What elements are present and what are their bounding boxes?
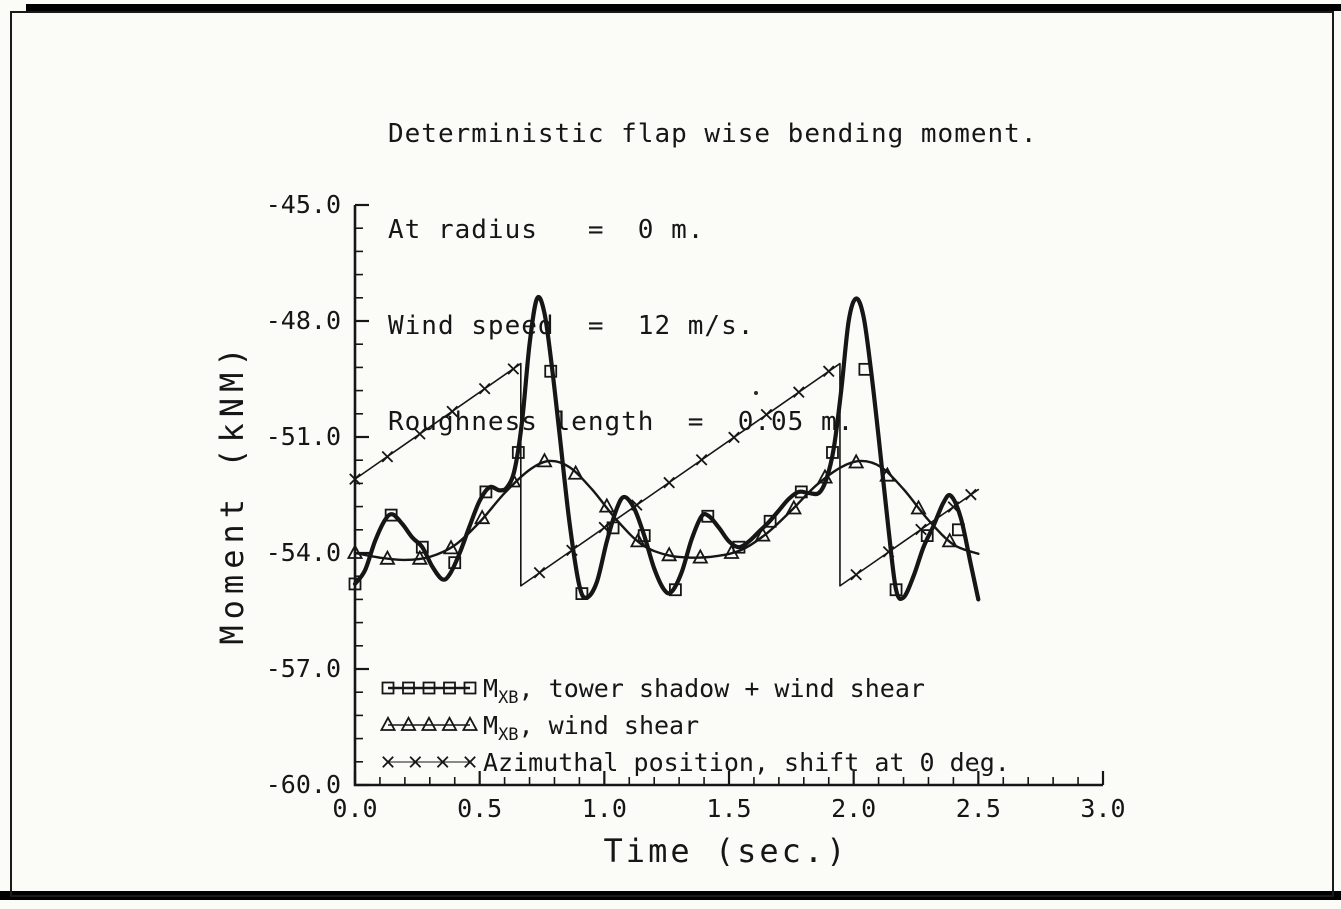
axis-tick-labels: -45.0 -48.0 -51.0 -54.0 -57.0 -60.00.0 0.5 1.0 1… <box>266 190 1126 823</box>
y-tick-label: -48.0 <box>266 306 341 335</box>
chart-title-block: Deterministic flap wise bending moment. … <box>388 54 1037 502</box>
scan-speck <box>754 391 758 395</box>
x-tick-label: 0.0 <box>332 794 377 823</box>
x-tick-label: 1.0 <box>582 794 627 823</box>
legend-label-1: MXB, tower shadow + wind shear <box>483 674 925 708</box>
legend-label-2: MXB, wind shear <box>483 711 699 745</box>
chart-title-line-1: Deterministic flap wise bending moment. <box>388 119 1038 149</box>
y-tick-label: -60.0 <box>266 770 341 799</box>
chart-title-line-2: At radius = 0 m. <box>388 215 705 245</box>
x-tick-label: 1.5 <box>706 794 751 823</box>
legend-label-3: Azimuthal position, shift at 0 deg. <box>483 748 1010 777</box>
y-tick-label: -54.0 <box>266 538 341 567</box>
series-triangle <box>346 452 980 565</box>
top-rule <box>26 4 1341 11</box>
page-border <box>10 11 1334 897</box>
series-line-square <box>352 294 981 602</box>
chart-title-line-3: Wind speed = 12 m/s. <box>388 311 755 341</box>
x-tick-label: 3.0 <box>1080 794 1125 823</box>
x-tick-label: 2.0 <box>831 794 876 823</box>
series-line-triangle <box>353 459 980 562</box>
chart-title-line-4: Roughness length = 0.05 m. <box>388 407 855 437</box>
x-tick-label: 0.5 <box>457 794 502 823</box>
x-tick-label: 2.5 <box>956 794 1001 823</box>
y-tick-label: -45.0 <box>266 190 341 219</box>
series-line-x <box>354 362 980 587</box>
y-tick-label: -57.0 <box>266 654 341 683</box>
x-axis-label: Time (sec.) <box>603 832 849 870</box>
y-tick-label: -51.0 <box>266 422 341 451</box>
series-square <box>348 294 981 602</box>
